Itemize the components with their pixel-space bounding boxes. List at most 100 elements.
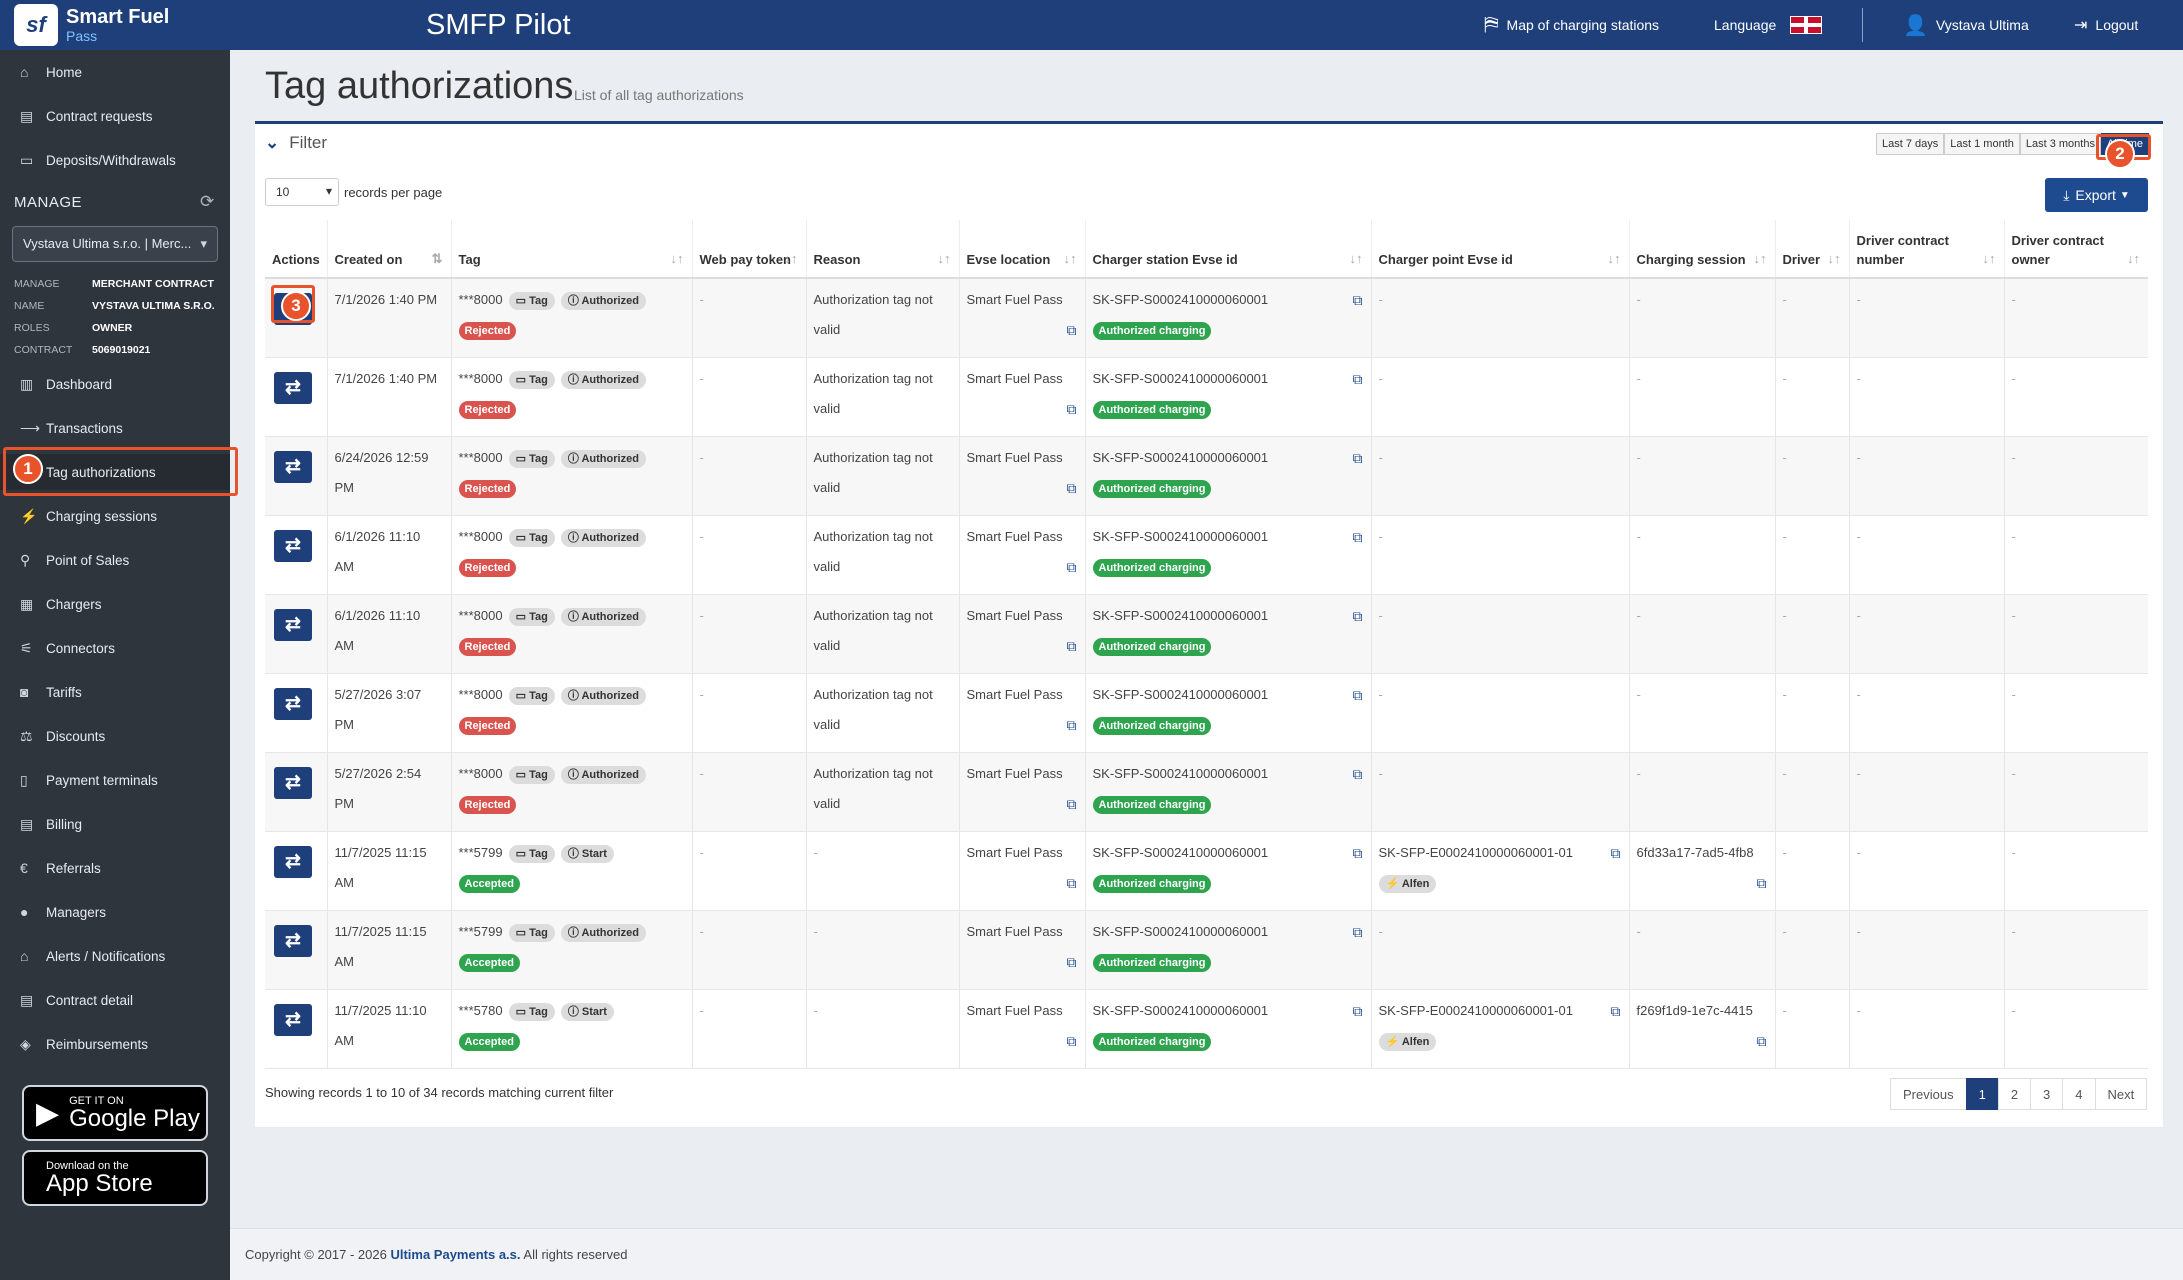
column-header-driver-contract-owner[interactable]: Driver contract owner ↓↑ bbox=[2003, 220, 2148, 279]
external-link-icon[interactable]: ⧉ bbox=[1066, 953, 1077, 970]
refresh-icon[interactable]: ⟳ bbox=[200, 192, 215, 211]
column-header-driver-contract-number[interactable]: Driver contract number ↓↑ bbox=[1848, 220, 2004, 279]
app-store-button[interactable]: Download on the App Store bbox=[22, 1150, 208, 1206]
external-link-icon[interactable]: ⧉ bbox=[1352, 449, 1363, 466]
external-link-icon[interactable]: ⧉ bbox=[1066, 874, 1077, 891]
column-header-evse-location[interactable]: Evse location ↓↑ bbox=[958, 220, 1085, 279]
sidebar-item-payment-terminals[interactable]: ▯ Payment terminals bbox=[0, 762, 230, 798]
external-link-icon[interactable]: ⧉ bbox=[1352, 686, 1363, 703]
tag-stage-badge: ⓘ Authorized bbox=[560, 528, 646, 547]
reason-line1: Authorization tag not bbox=[813, 370, 933, 386]
cell-driver-contract-number: - bbox=[1848, 515, 2004, 595]
sidebar-item-contract-requests[interactable]: ▤ Contract requests bbox=[0, 98, 230, 134]
user-menu[interactable]: 👤 Vystava Ultima bbox=[1903, 0, 2029, 50]
page-3-button[interactable]: 3 bbox=[2030, 1078, 2064, 1110]
sidebar-item-label: Chargers bbox=[46, 596, 102, 612]
external-link-icon[interactable]: ⧉ bbox=[1066, 558, 1077, 575]
external-link-icon[interactable]: ⧉ bbox=[1066, 716, 1077, 733]
sidebar-item-dashboard[interactable]: ▥ Dashboard bbox=[0, 366, 230, 402]
previous-page-button[interactable]: Previous bbox=[1890, 1078, 1967, 1110]
sidebar-item-connectors[interactable]: ⚟ Connectors bbox=[0, 630, 230, 666]
external-link-icon[interactable]: ⧉ bbox=[1352, 844, 1363, 861]
cell-actions: ⇄ bbox=[265, 831, 327, 911]
external-link-icon[interactable]: ⧉ bbox=[1756, 874, 1767, 891]
external-link-icon[interactable]: ⧉ bbox=[1066, 795, 1077, 812]
sidebar-item-referrals[interactable]: € Referrals bbox=[0, 850, 230, 886]
sidebar-item-billing[interactable]: ▤ Billing bbox=[0, 806, 230, 842]
column-header-created-on[interactable]: Created on ⇅ bbox=[326, 220, 451, 279]
sidebar-item-managers[interactable]: ● Managers bbox=[0, 894, 230, 930]
external-link-icon[interactable]: ⧉ bbox=[1352, 292, 1363, 308]
cell-charging-session: f269f1d9-1e7c-4415 ⧉ bbox=[1628, 989, 1775, 1069]
sidebar-item-transactions[interactable]: ⟶ Transactions bbox=[0, 410, 230, 446]
row-action-button[interactable]: ⇄ bbox=[274, 924, 312, 957]
column-header-web-pay-token[interactable]: Web pay token ↓↑ bbox=[691, 220, 806, 279]
export-button[interactable]: ⤓ Export ▼ bbox=[2045, 178, 2148, 212]
row-action-button[interactable]: ⇄ bbox=[274, 766, 312, 799]
column-header-charger-station-evse-id[interactable]: Charger station Evse id ↓↑ bbox=[1084, 220, 1371, 279]
external-link-icon[interactable]: ⧉ bbox=[1610, 1002, 1621, 1019]
cell-reason: Authorization tag not valid bbox=[805, 436, 959, 516]
external-link-icon[interactable]: ⧉ bbox=[1756, 1032, 1767, 1049]
sidebar-item-home[interactable]: ⌂ Home bbox=[0, 54, 230, 90]
external-link-icon[interactable]: ⧉ bbox=[1066, 1032, 1077, 1049]
point-evse-id: - bbox=[1378, 686, 1383, 702]
page-2-button[interactable]: 2 bbox=[1997, 1078, 2032, 1110]
table-row: ⇄ 6/24/2026 12:59 PM ***8000 ▭ Tag ⓘ Authoriz… bbox=[265, 436, 2148, 516]
range-last-1-month-button[interactable]: Last 1 month bbox=[1944, 133, 2020, 155]
external-link-icon[interactable]: ⧉ bbox=[1352, 765, 1363, 782]
logo[interactable]: sf Smart Fuel Pass bbox=[14, 4, 169, 46]
column-header-tag[interactable]: Tag ↓↑ bbox=[450, 220, 692, 279]
map-link[interactable]: ⛿ Map of charging stations bbox=[1484, 0, 1659, 50]
next-page-button[interactable]: Next bbox=[2094, 1078, 2148, 1110]
created-on-line1: 11/7/2025 11:15 bbox=[334, 923, 427, 939]
sidebar-item-tariffs[interactable]: ◙ Tariffs bbox=[0, 674, 230, 710]
row-action-button[interactable]: ⇄ bbox=[274, 845, 312, 878]
external-link-icon[interactable]: ⧉ bbox=[1352, 370, 1363, 387]
sidebar-item-alerts-notifications[interactable]: ⌂ Alerts / Notifications bbox=[0, 938, 230, 974]
google-play-button[interactable]: ▶ GET IT ON Google Play bbox=[22, 1085, 208, 1141]
logout-link[interactable]: ⇥ Logout bbox=[2074, 0, 2138, 50]
language-selector[interactable]: Language bbox=[1714, 0, 1823, 50]
row-action-button[interactable]: ⇄ bbox=[274, 371, 312, 404]
row-action-button[interactable]: ⇄ bbox=[274, 687, 312, 720]
sidebar-item-discounts[interactable]: ⚖ Discounts bbox=[0, 718, 230, 754]
external-link-icon[interactable]: ⧉ bbox=[1066, 322, 1077, 338]
info-circle-icon: ⓘ bbox=[567, 926, 582, 939]
manage-contract-select[interactable]: Vystava Ultima s.r.o. | Merc... bbox=[12, 226, 218, 262]
row-action-button[interactable]: ⇄ bbox=[274, 529, 312, 562]
records-per-page-select[interactable]: 10 bbox=[265, 178, 339, 206]
sidebar-item-charging-sessions[interactable]: ⚡ Charging sessions bbox=[0, 498, 230, 534]
external-link-icon[interactable]: ⧉ bbox=[1352, 607, 1363, 624]
row-action-button[interactable]: ⇄ bbox=[274, 450, 312, 483]
filter-toggle[interactable]: ⌄ Filter bbox=[265, 133, 327, 153]
cell-charger-station: ⧉ SK-SFP-S0002410000060001 Authorized char… bbox=[1084, 673, 1371, 753]
row-action-button[interactable]: ⇄ bbox=[274, 608, 312, 641]
external-link-icon[interactable]: ⧉ bbox=[1352, 1002, 1363, 1019]
page-1-button[interactable]: 1 bbox=[1965, 1078, 1999, 1110]
page-4-button[interactable]: 4 bbox=[2062, 1078, 2096, 1110]
cell-driver-contract-number: - bbox=[1848, 357, 2004, 437]
row-action-button[interactable]: ⇄ bbox=[274, 1003, 312, 1036]
tag-id: ***5799 bbox=[458, 844, 503, 860]
external-link-icon[interactable]: ⧉ bbox=[1066, 637, 1077, 654]
column-header-driver[interactable]: Driver ↓↑ bbox=[1774, 220, 1849, 279]
range-last-3-months-button[interactable]: Last 3 months bbox=[2019, 133, 2101, 155]
external-link-icon[interactable]: ⧉ bbox=[1066, 400, 1077, 417]
cell-evse-location: Smart Fuel Pass ⧉ bbox=[958, 910, 1085, 990]
external-link-icon[interactable]: ⧉ bbox=[1352, 528, 1363, 545]
column-header-reason[interactable]: Reason ↓↑ bbox=[805, 220, 959, 279]
copyright-company-link[interactable]: Ultima Payments a.s. bbox=[390, 1247, 521, 1262]
sidebar-item-contract-detail[interactable]: ▤ Contract detail bbox=[0, 982, 230, 1018]
external-link-icon[interactable]: ⧉ bbox=[1610, 844, 1621, 861]
column-header-charging-session[interactable]: Charging session ↓↑ bbox=[1628, 220, 1775, 279]
sidebar-item-reimbursements[interactable]: ◈ Reimbursements bbox=[0, 1026, 230, 1062]
column-header-label: Created on bbox=[334, 252, 403, 267]
sidebar-item-chargers[interactable]: ▦ Chargers bbox=[0, 586, 230, 622]
range-last-7-days-button[interactable]: Last 7 days bbox=[1876, 133, 1945, 155]
external-link-icon[interactable]: ⧉ bbox=[1066, 479, 1077, 496]
sidebar-item-point-of-sales[interactable]: ⚲ Point of Sales bbox=[0, 542, 230, 578]
column-header-charger-point-evse-id[interactable]: Charger point Evse id ↓↑ bbox=[1370, 220, 1629, 279]
external-link-icon[interactable]: ⧉ bbox=[1352, 923, 1363, 940]
sidebar-item-deposits-withdrawals[interactable]: ▭ Deposits/Withdrawals bbox=[0, 142, 230, 178]
